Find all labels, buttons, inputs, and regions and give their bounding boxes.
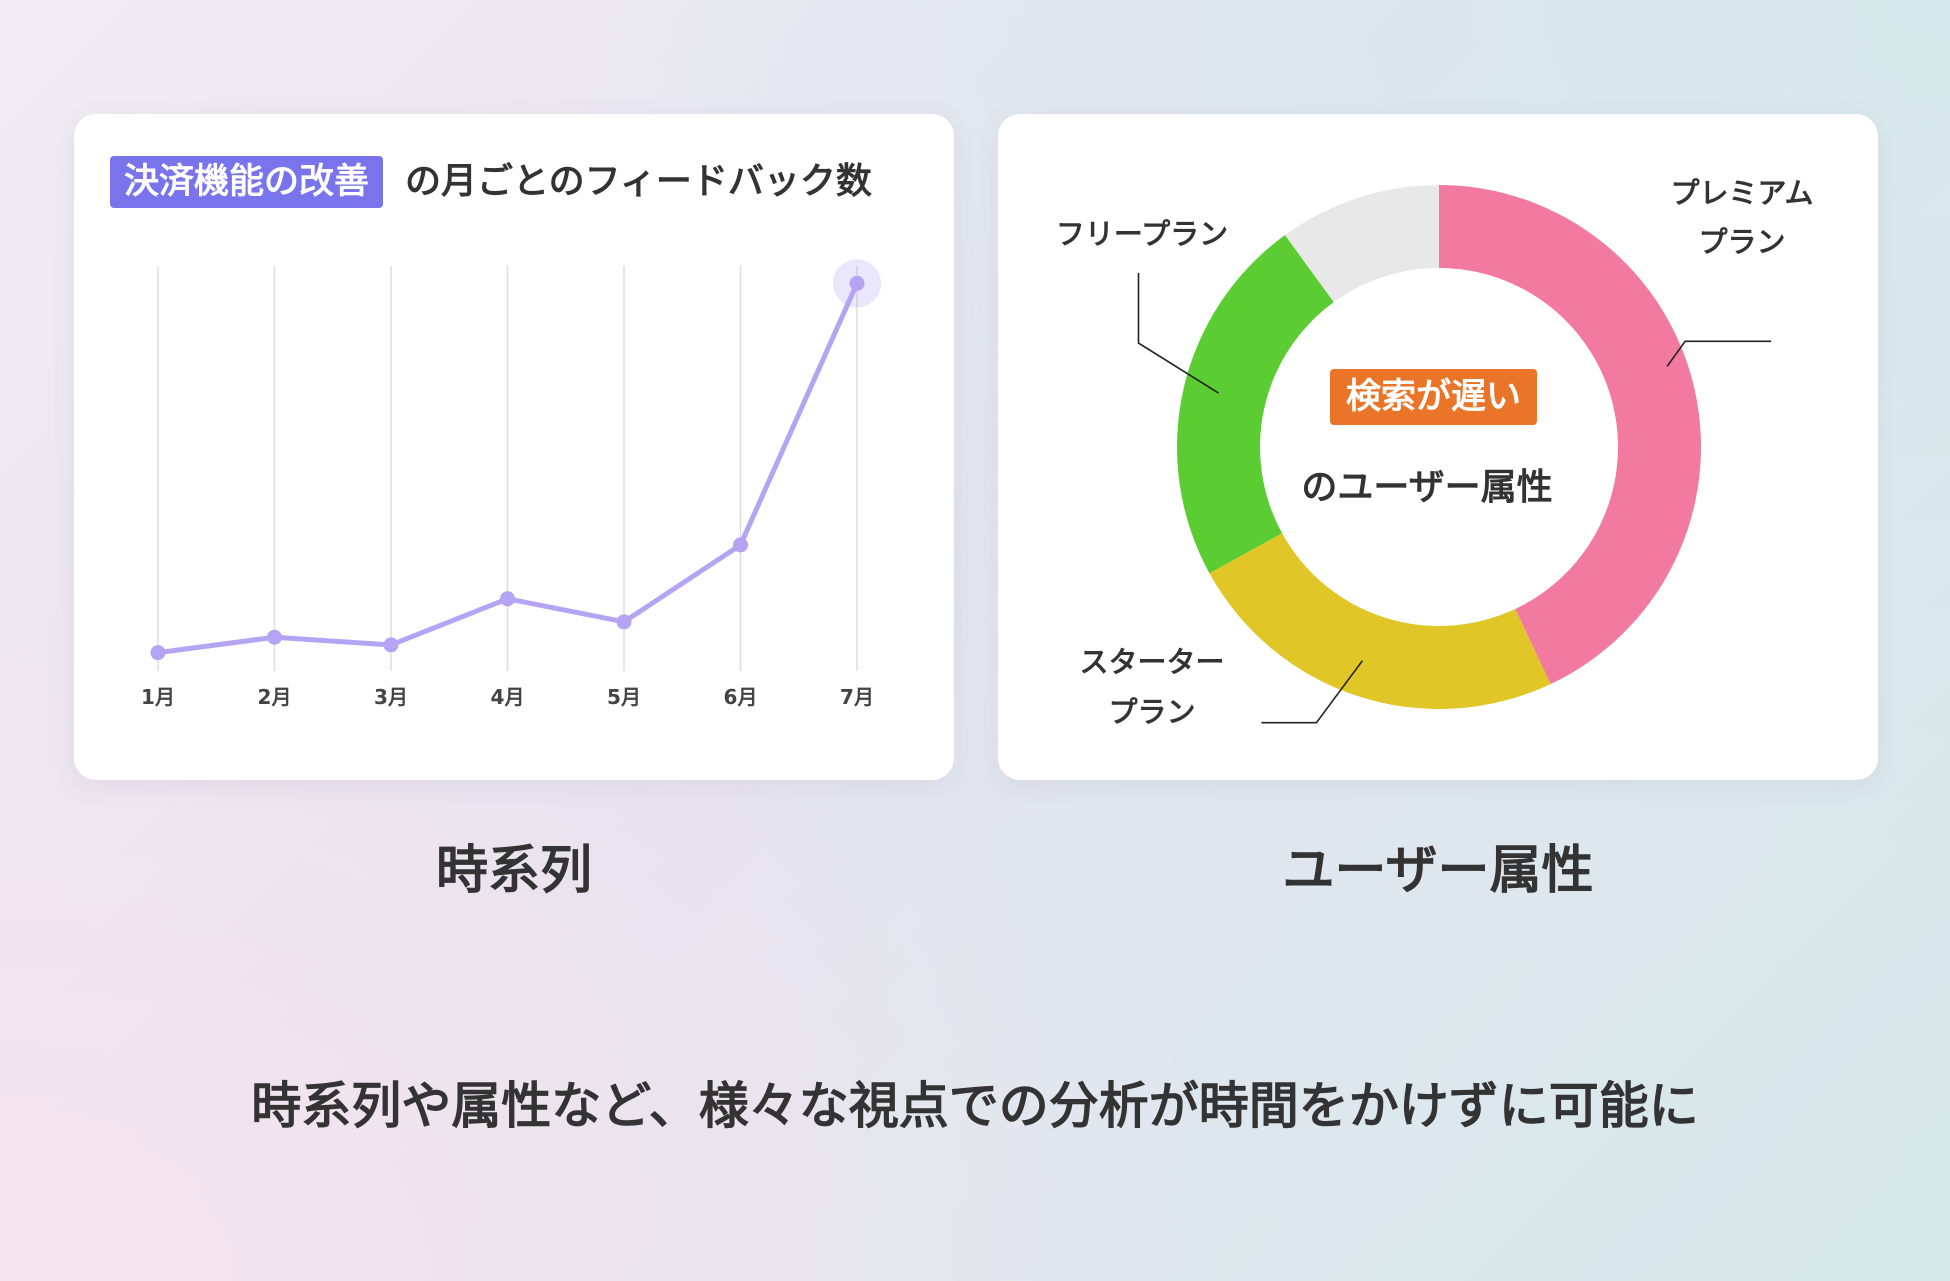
data-point-6: [733, 537, 748, 553]
donut-center-label: のユーザー属性: [1301, 467, 1553, 508]
data-point-4: [500, 591, 515, 607]
donut-slice-1: [1439, 185, 1701, 685]
caption-time-series: 時系列: [435, 841, 592, 901]
x-tick-label: 3月: [374, 685, 408, 709]
donut-slice-4: [1285, 185, 1439, 303]
footer-message: 時系列や属性など、様々な視点での分析が時間をかけずに可能に: [251, 1077, 1699, 1135]
donut-slice-3: [1177, 235, 1334, 574]
leader-line-starter: [1261, 660, 1364, 724]
line-chart-card: 決済機能の改善 の月ごとのフィードバック数 1月 2月 3月 4月 5月 6月 7月: [74, 114, 954, 780]
label-starter-line2: プラン: [1108, 695, 1195, 729]
label-starter-line1: スターター: [1079, 645, 1224, 679]
data-point-3: [383, 637, 399, 653]
x-tick-label: 5月: [607, 685, 641, 709]
leader-line-premium: [1666, 340, 1772, 367]
line-chart: 1月 2月 3月 4月 5月 6月 7月: [141, 259, 881, 709]
leader-line-free: [1137, 273, 1219, 394]
label-premium-line1: プレミアム: [1671, 176, 1814, 210]
label-premium-line2: プラン: [1698, 225, 1785, 259]
x-tick-label: 2月: [258, 685, 292, 709]
x-tick-label: 7月: [840, 685, 874, 709]
x-tick-label: 6月: [724, 685, 758, 709]
data-point-5: [616, 614, 632, 630]
line-chart-title-badge: 決済機能の改善: [110, 156, 384, 209]
x-tick-label: 4月: [491, 685, 525, 709]
x-tick-label: 1月: [141, 685, 175, 709]
donut-center-badge: 検索が遅い: [1330, 369, 1538, 426]
line-chart-title-text: の月ごとのフィードバック数: [405, 161, 872, 203]
donut-chart-card: プレミアム プラン スターター プラン フリープラン 検索が遅い のユーザー属性: [998, 114, 1878, 780]
data-point-2: [267, 629, 282, 645]
label-free-line1: フリープラン: [1056, 217, 1228, 251]
donut-slice-2: [1209, 533, 1551, 709]
data-point-1: [150, 645, 166, 661]
caption-user-attributes: ユーザー属性: [1282, 841, 1594, 901]
data-point-7: [849, 275, 865, 291]
line-chart-title: 決済機能の改善 の月ごとのフィードバック数: [110, 156, 872, 209]
